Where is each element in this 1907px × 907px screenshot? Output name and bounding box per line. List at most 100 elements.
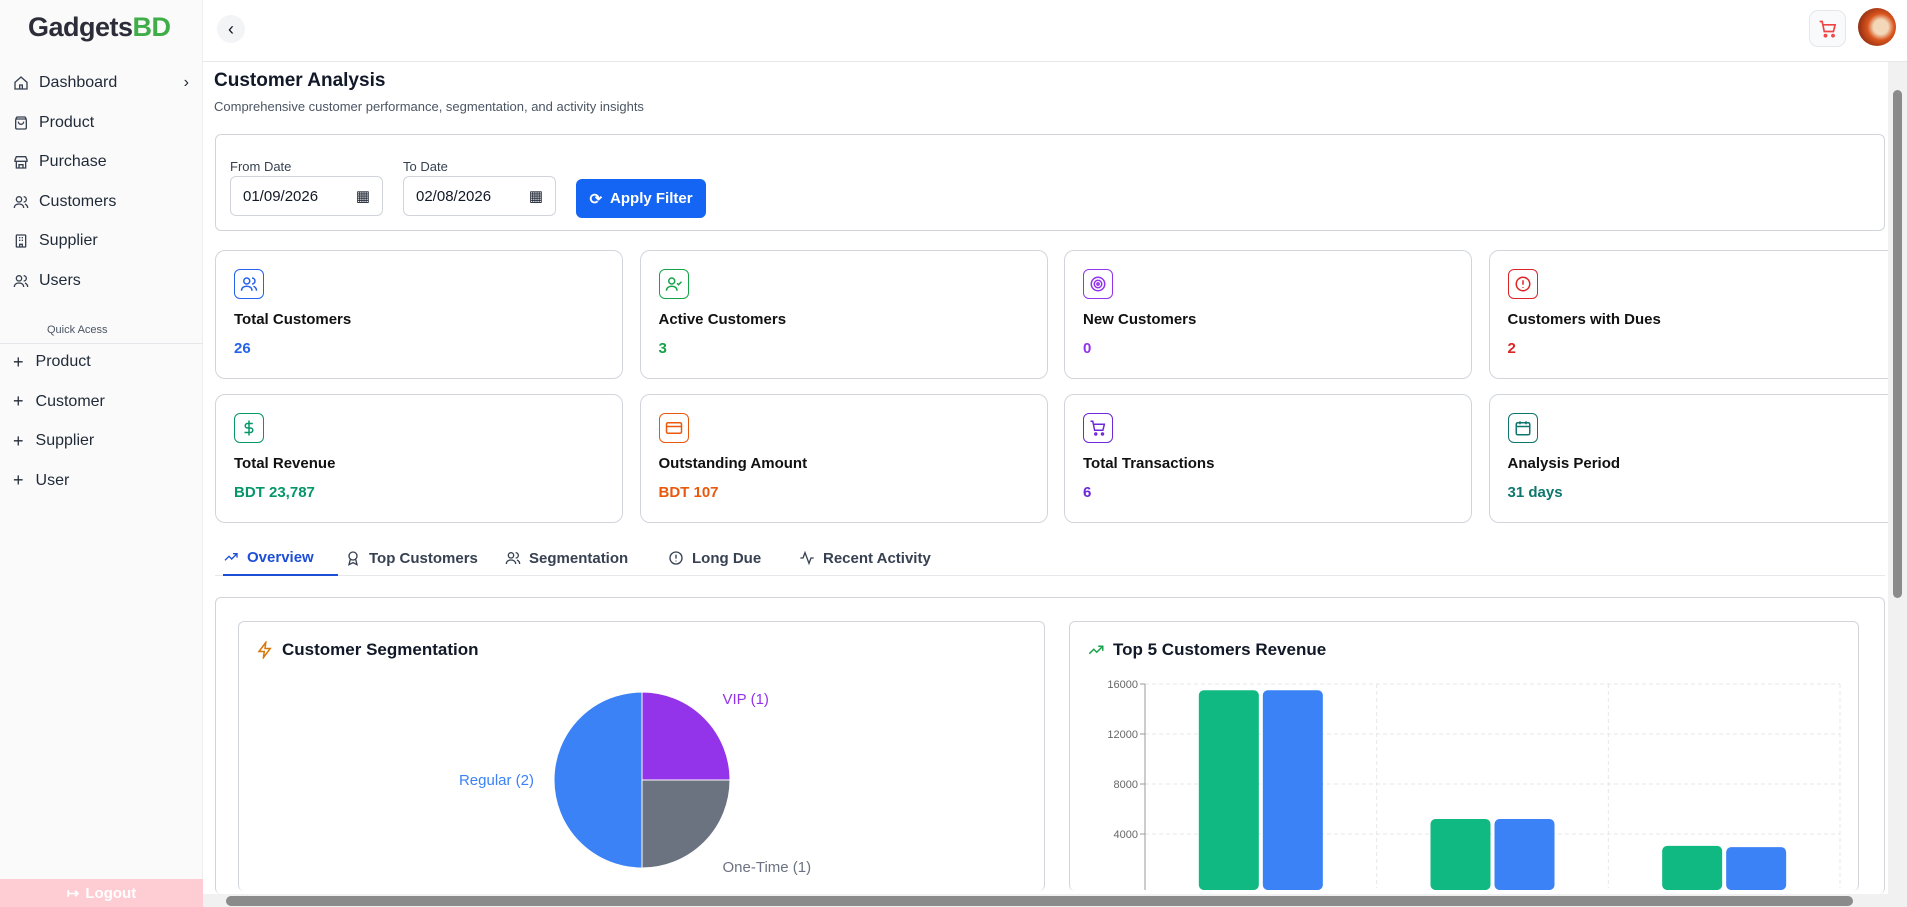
pie-slice (641, 691, 731, 781)
stat-value: BDT 23,787 (234, 484, 315, 501)
top-customers-card: Top 5 Customers Revenue 16000 12000 8000 40… (1069, 621, 1859, 891)
bar (1262, 690, 1323, 890)
stat-card: Outstanding Amount BDT 107 (639, 394, 1048, 523)
pie-label: VIP (1) (723, 691, 769, 708)
pie-slice (553, 691, 643, 869)
stat-label: Outstanding Amount (658, 455, 808, 472)
quick-add-product[interactable]: + Product (13, 351, 91, 372)
user-check-icon (665, 277, 682, 291)
building-icon (15, 234, 27, 249)
page-title: Customer Analysis (214, 70, 386, 91)
stat-value: BDT 107 (658, 484, 719, 501)
logo[interactable]: GadgetsBD (28, 12, 171, 42)
scroll-thumb[interactable] (1893, 90, 1902, 598)
to-date-input[interactable]: 02/08/2026 ▦ (403, 176, 556, 216)
divider (0, 343, 203, 344)
y-tick-label: 16000 (1107, 679, 1138, 691)
bar (1662, 845, 1723, 890)
quick-access-label: Quick Acess (47, 324, 108, 336)
filter-panel: From Date 01/09/2026 ▦ To Date 02/08/2026… (215, 134, 1885, 231)
stat-value: 6 (1083, 484, 1092, 501)
tab-icon (505, 552, 521, 565)
bar-chart: 16000 12000 8000 4000 (1107, 679, 1841, 890)
from-date-label: From Date (230, 159, 292, 174)
tab-recent-activity[interactable]: Recent Activity (799, 540, 931, 576)
quick-add-user[interactable]: + User (13, 470, 70, 491)
sidebar-item-users[interactable]: Users (0, 263, 203, 299)
main-content: Customer Analysis Comprehensive customer… (203, 62, 1897, 894)
stat-value: 2 (1507, 340, 1516, 357)
stat-card: Total Transactions 6 (1064, 394, 1472, 523)
stat-label: New Customers (1083, 311, 1197, 328)
sidebar-item-purchase[interactable]: Purchase (0, 144, 203, 180)
stat-label: Total Transactions (1083, 455, 1215, 472)
tab-icon (800, 550, 814, 566)
users-icon (240, 277, 258, 291)
plus-icon: + (13, 391, 24, 412)
tab-long-due[interactable]: Long Due (668, 540, 761, 576)
stat-value: 3 (658, 340, 667, 357)
stat-card: New Customers 0 (1064, 250, 1472, 379)
plus-icon: + (13, 470, 24, 491)
alert-circle-icon (1515, 276, 1530, 292)
back-button[interactable]: ‹ (217, 15, 245, 43)
tab-segmentation[interactable]: Segmentation (505, 540, 628, 576)
vertical-scrollbar[interactable] (1888, 62, 1907, 907)
store-icon (14, 156, 28, 169)
users-icon (13, 195, 29, 208)
bar (1198, 690, 1259, 890)
top-customers-title: Top 5 Customers Revenue (1087, 640, 1326, 660)
plus-icon: + (13, 430, 24, 451)
stat-label: Analysis Period (1507, 455, 1621, 472)
sidebar-item-supplier[interactable]: Supplier (0, 223, 203, 259)
y-tick-label: 4000 (1114, 829, 1138, 841)
horizontal-scrollbar[interactable] (203, 894, 1888, 907)
pie-label: Regular (2) (459, 772, 534, 789)
refresh-icon: ⟳ (589, 190, 603, 208)
logout-button[interactable]: ↦ Logout (0, 879, 203, 907)
cart-button[interactable] (1809, 10, 1846, 47)
stat-label: Total Customers (234, 311, 352, 328)
y-tick-label: 12000 (1107, 729, 1138, 741)
chevron-left-icon: ‹ (228, 18, 234, 39)
stat-label: Customers with Dues (1507, 311, 1661, 328)
stat-card: Total Customers 26 (215, 250, 623, 379)
bag-icon (15, 115, 27, 130)
stat-label: Active Customers (658, 311, 787, 328)
sidebar: GadgetsBD Dashboard › Product Purchase Custo… (0, 0, 203, 907)
bar (1494, 819, 1555, 890)
cart-icon (1090, 420, 1106, 436)
users-icon (13, 275, 29, 288)
chevron-right-icon: › (183, 74, 189, 91)
overview-panel: Customer Segmentation VIP (1) One-Time (1… (215, 597, 1885, 894)
trending-up-icon (1088, 645, 1104, 655)
tab-icon (348, 551, 358, 566)
scroll-thumb[interactable] (226, 896, 1853, 906)
sidebar-item-dashboard[interactable]: Dashboard › (0, 65, 203, 101)
tab-overview[interactable]: Overview (223, 540, 338, 576)
stat-label: Total Revenue (234, 455, 336, 472)
tab-top-customers[interactable]: Top Customers (345, 540, 478, 576)
page-subtitle: Comprehensive customer performance, segm… (214, 99, 644, 114)
apply-filter-button[interactable]: ⟳ Apply Filter (576, 179, 706, 218)
dollar-icon (244, 420, 254, 436)
from-date-input[interactable]: 01/09/2026 ▦ (230, 176, 383, 216)
segmentation-title: Customer Segmentation (256, 640, 478, 660)
stat-card: Active Customers 3 (639, 250, 1048, 379)
bar (1726, 847, 1787, 890)
bar (1430, 819, 1491, 890)
target-icon (1090, 276, 1106, 292)
stat-card: Analysis Period 31 days (1488, 394, 1897, 523)
tab-icon (669, 551, 683, 565)
y-tick-label: 8000 (1114, 779, 1138, 791)
pie-chart: VIP (1) One-Time (1) Regular (2) (459, 691, 812, 876)
sidebar-item-product[interactable]: Product (0, 105, 203, 141)
pie-label: One-Time (1) (723, 859, 812, 876)
credit-card-icon (665, 422, 682, 434)
quick-add-customer[interactable]: + Customer (13, 391, 105, 412)
avatar[interactable] (1858, 8, 1896, 46)
logout-icon: ↦ (66, 885, 80, 902)
sidebar-item-customers[interactable]: Customers (0, 184, 203, 220)
quick-add-supplier[interactable]: + Supplier (13, 430, 95, 451)
segmentation-card: Customer Segmentation VIP (1) One-Time (1… (238, 621, 1045, 891)
